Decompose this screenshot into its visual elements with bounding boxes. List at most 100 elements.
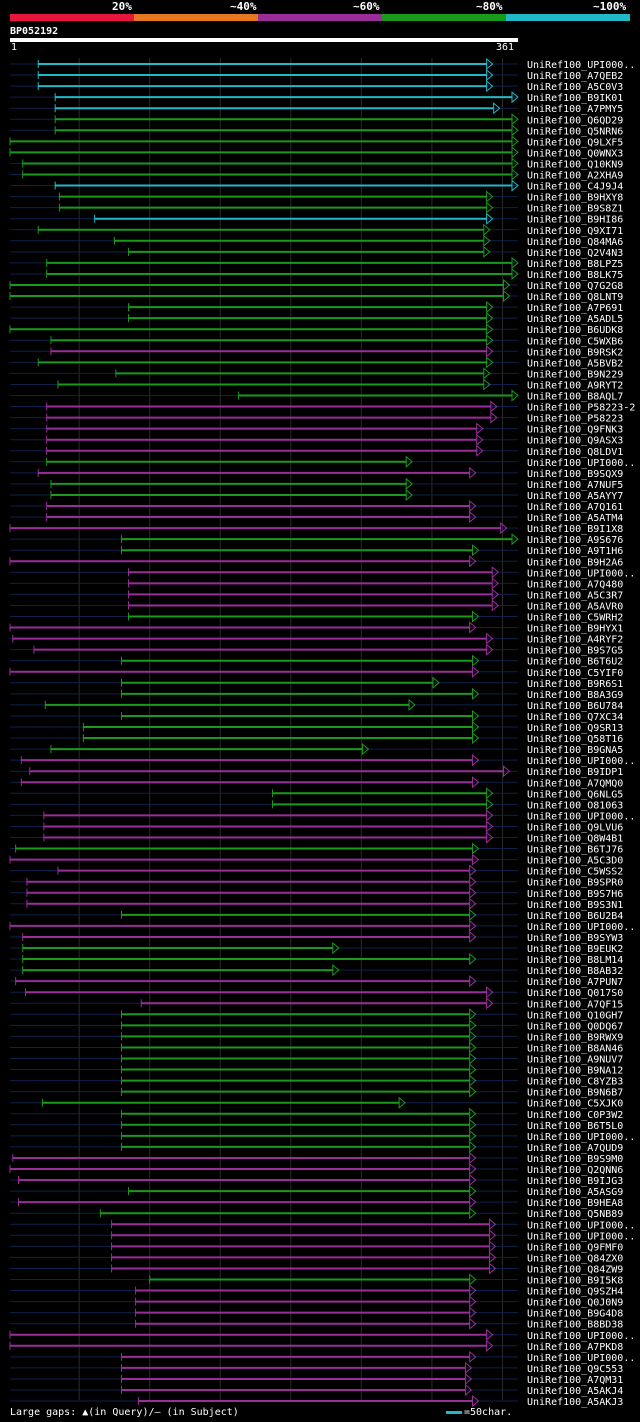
hit-label[interactable]: UniRef100_A5AKJ3	[527, 1397, 623, 1408]
hit-label[interactable]: UniRef100_A5C0V3	[527, 82, 623, 93]
hit-label[interactable]: UniRef100_B9N6B7	[527, 1088, 623, 1099]
hit-label[interactable]: UniRef100_Q7XC34	[527, 712, 623, 723]
hit-label[interactable]: UniRef100_B9SPR0	[527, 878, 623, 889]
hit-label[interactable]: UniRef100_B9EUK2	[527, 944, 623, 955]
hit-label[interactable]: UniRef100_Q84ZW9	[527, 1264, 623, 1275]
hit-label[interactable]: UniRef100_B6UDK8	[527, 325, 623, 336]
hit-label[interactable]: UniRef100_C0P3W2	[527, 1110, 623, 1121]
hit-label[interactable]: UniRef100_B9I1X8	[527, 524, 623, 535]
hit-label[interactable]: UniRef100_A9RYT2	[527, 380, 623, 391]
hit-label[interactable]: UniRef100_B9HXY8	[527, 193, 623, 204]
hit-label[interactable]: UniRef100_A9S676	[527, 535, 623, 546]
hit-label[interactable]: UniRef100_B9H2A6	[527, 557, 623, 568]
hit-label[interactable]: UniRef100_B6U2B4	[527, 911, 623, 922]
hit-label[interactable]: UniRef100_Q84MA6	[527, 237, 623, 248]
hit-label[interactable]: UniRef100_Q0J0N9	[527, 1298, 623, 1309]
hit-label[interactable]: UniRef100_A4RYF2	[527, 635, 623, 646]
hit-label[interactable]: UniRef100_Q0DQ67	[527, 1021, 623, 1032]
hit-label[interactable]: UniRef100_B9HEA8	[527, 1198, 623, 1209]
hit-label[interactable]: UniRef100_UPI000..	[527, 60, 635, 71]
hit-label[interactable]: UniRef100_A7Q480	[527, 579, 623, 590]
hit-label[interactable]: UniRef100_B9SYW3	[527, 933, 623, 944]
hit-label[interactable]: UniRef100_Q10KN9	[527, 159, 623, 170]
hit-label[interactable]: UniRef100_A7QEB2	[527, 71, 623, 82]
hit-label[interactable]: UniRef100_Q017S0	[527, 988, 623, 999]
hit-label[interactable]: UniRef100_UPI000..	[527, 568, 635, 579]
hit-label[interactable]: UniRef100_B9S7G5	[527, 646, 623, 657]
hit-label[interactable]: UniRef100_Q9C553	[527, 1364, 623, 1375]
hit-label[interactable]: UniRef100_A5C3R7	[527, 590, 623, 601]
hit-label[interactable]: UniRef100_B6T6U2	[527, 657, 623, 668]
hit-label[interactable]: UniRef100_B8LK75	[527, 270, 623, 281]
hit-label[interactable]: UniRef100_Q5NRN6	[527, 126, 623, 137]
hit-label[interactable]: UniRef100_A7NUF5	[527, 480, 623, 491]
hit-label[interactable]: UniRef100_UPI000..	[527, 1220, 635, 1231]
hit-label[interactable]: UniRef100_A7QUD9	[527, 1143, 623, 1154]
hit-label[interactable]: UniRef100_Q0WNX3	[527, 148, 623, 159]
hit-label[interactable]: UniRef100_B8LM14	[527, 955, 623, 966]
hit-label[interactable]: UniRef100_B8AN46	[527, 1043, 623, 1054]
hit-label[interactable]: UniRef100_C5YIF0	[527, 668, 623, 679]
hit-label[interactable]: UniRef100_B8AQL7	[527, 392, 623, 403]
hit-label[interactable]: UniRef100_B9S8Z1	[527, 204, 623, 215]
hit-label[interactable]: UniRef100_P58223-2	[527, 403, 635, 414]
hit-label[interactable]: UniRef100_Q5NB89	[527, 1209, 623, 1220]
hit-label[interactable]: UniRef100_B9S7H6	[527, 889, 623, 900]
hit-label[interactable]: UniRef100_A7QF15	[527, 999, 623, 1010]
hit-label[interactable]: UniRef100_A7QM31	[527, 1375, 623, 1386]
hit-label[interactable]: UniRef100_A5ASG9	[527, 1187, 623, 1198]
hit-label[interactable]: UniRef100_A5ATM4	[527, 513, 623, 524]
hit-label[interactable]: UniRef100_A7Q161	[527, 502, 623, 513]
hit-label[interactable]: UniRef100_C8YZB3	[527, 1077, 623, 1088]
hit-label[interactable]: UniRef100_B9HYX1	[527, 624, 623, 635]
hit-label[interactable]: UniRef100_A5AVR0	[527, 601, 623, 612]
hit-label[interactable]: UniRef100_B9S3N1	[527, 900, 623, 911]
hit-label[interactable]: UniRef100_UPI000..	[527, 922, 635, 933]
hit-label[interactable]: UniRef100_B9NA12	[527, 1066, 623, 1077]
hit-label[interactable]: UniRef100_UPI000..	[527, 1353, 635, 1364]
hit-label[interactable]: UniRef100_B9I5K8	[527, 1276, 623, 1287]
hit-label[interactable]: UniRef100_B8BD38	[527, 1320, 623, 1331]
hit-label[interactable]: UniRef100_B9IK01	[527, 93, 623, 104]
hit-label[interactable]: UniRef100_UPI000..	[527, 458, 635, 469]
hit-label[interactable]: UniRef100_B9HI86	[527, 215, 623, 226]
hit-label[interactable]: UniRef100_B6T5L0	[527, 1121, 623, 1132]
hit-label[interactable]: UniRef100_Q7G2G8	[527, 281, 623, 292]
hit-label[interactable]: UniRef100_A9NUV7	[527, 1055, 623, 1066]
hit-label[interactable]: UniRef100_A5AYY7	[527, 491, 623, 502]
hit-label[interactable]: UniRef100_A5ADL5	[527, 314, 623, 325]
hit-label[interactable]: UniRef100_Q9LVU6	[527, 822, 623, 833]
hit-label[interactable]: UniRef100_B9GNA5	[527, 745, 623, 756]
hit-label[interactable]: UniRef100_C5WSS2	[527, 867, 623, 878]
hit-label[interactable]: UniRef100_Q2QNN6	[527, 1165, 623, 1176]
hit-label[interactable]: UniRef100_Q2V4N3	[527, 248, 623, 259]
hit-label[interactable]: UniRef100_B9RWX9	[527, 1032, 623, 1043]
hit-label[interactable]: UniRef100_Q6QD29	[527, 115, 623, 126]
hit-label[interactable]: UniRef100_A5C3D0	[527, 856, 623, 867]
hit-label[interactable]: UniRef100_Q84ZX0	[527, 1253, 623, 1264]
hit-label[interactable]: UniRef100_C5WXB6	[527, 336, 623, 347]
hit-label[interactable]: UniRef100_Q9FMF0	[527, 1242, 623, 1253]
hit-label[interactable]: UniRef100_B8AB32	[527, 966, 623, 977]
hit-label[interactable]: UniRef100_Q9SZH4	[527, 1287, 623, 1298]
hit-label[interactable]: UniRef100_Q9SR13	[527, 723, 623, 734]
hit-label[interactable]: UniRef100_A2XHA9	[527, 171, 623, 182]
hit-label[interactable]: UniRef100_Q8LDV1	[527, 447, 623, 458]
hit-label[interactable]: UniRef100_C4J9J4	[527, 182, 623, 193]
hit-label[interactable]: UniRef100_B9G4D8	[527, 1309, 623, 1320]
hit-label[interactable]: UniRef100_A7QMQ0	[527, 778, 623, 789]
hit-label[interactable]: UniRef100_B9IDP1	[527, 767, 623, 778]
hit-label[interactable]: UniRef100_B8A3G9	[527, 690, 623, 701]
hit-label[interactable]: UniRef100_A7P691	[527, 303, 623, 314]
hit-label[interactable]: UniRef100_Q6NLG5	[527, 789, 623, 800]
hit-label[interactable]: UniRef100_Q8W4B1	[527, 834, 623, 845]
hit-label[interactable]: UniRef100_Q10GH7	[527, 1010, 623, 1021]
hit-label[interactable]: UniRef100_Q9XI71	[527, 226, 623, 237]
hit-label[interactable]: UniRef100_Q8LNT9	[527, 292, 623, 303]
hit-label[interactable]: UniRef100_A7PMY5	[527, 104, 623, 115]
hit-label[interactable]: UniRef100_UPI000..	[527, 756, 635, 767]
hit-label[interactable]: UniRef100_A9T1H6	[527, 546, 623, 557]
hit-label[interactable]: UniRef100_UPI000..	[527, 1231, 635, 1242]
hit-label[interactable]: UniRef100_A7PUN7	[527, 977, 623, 988]
hit-label[interactable]: UniRef100_UPI000..	[527, 1331, 635, 1342]
